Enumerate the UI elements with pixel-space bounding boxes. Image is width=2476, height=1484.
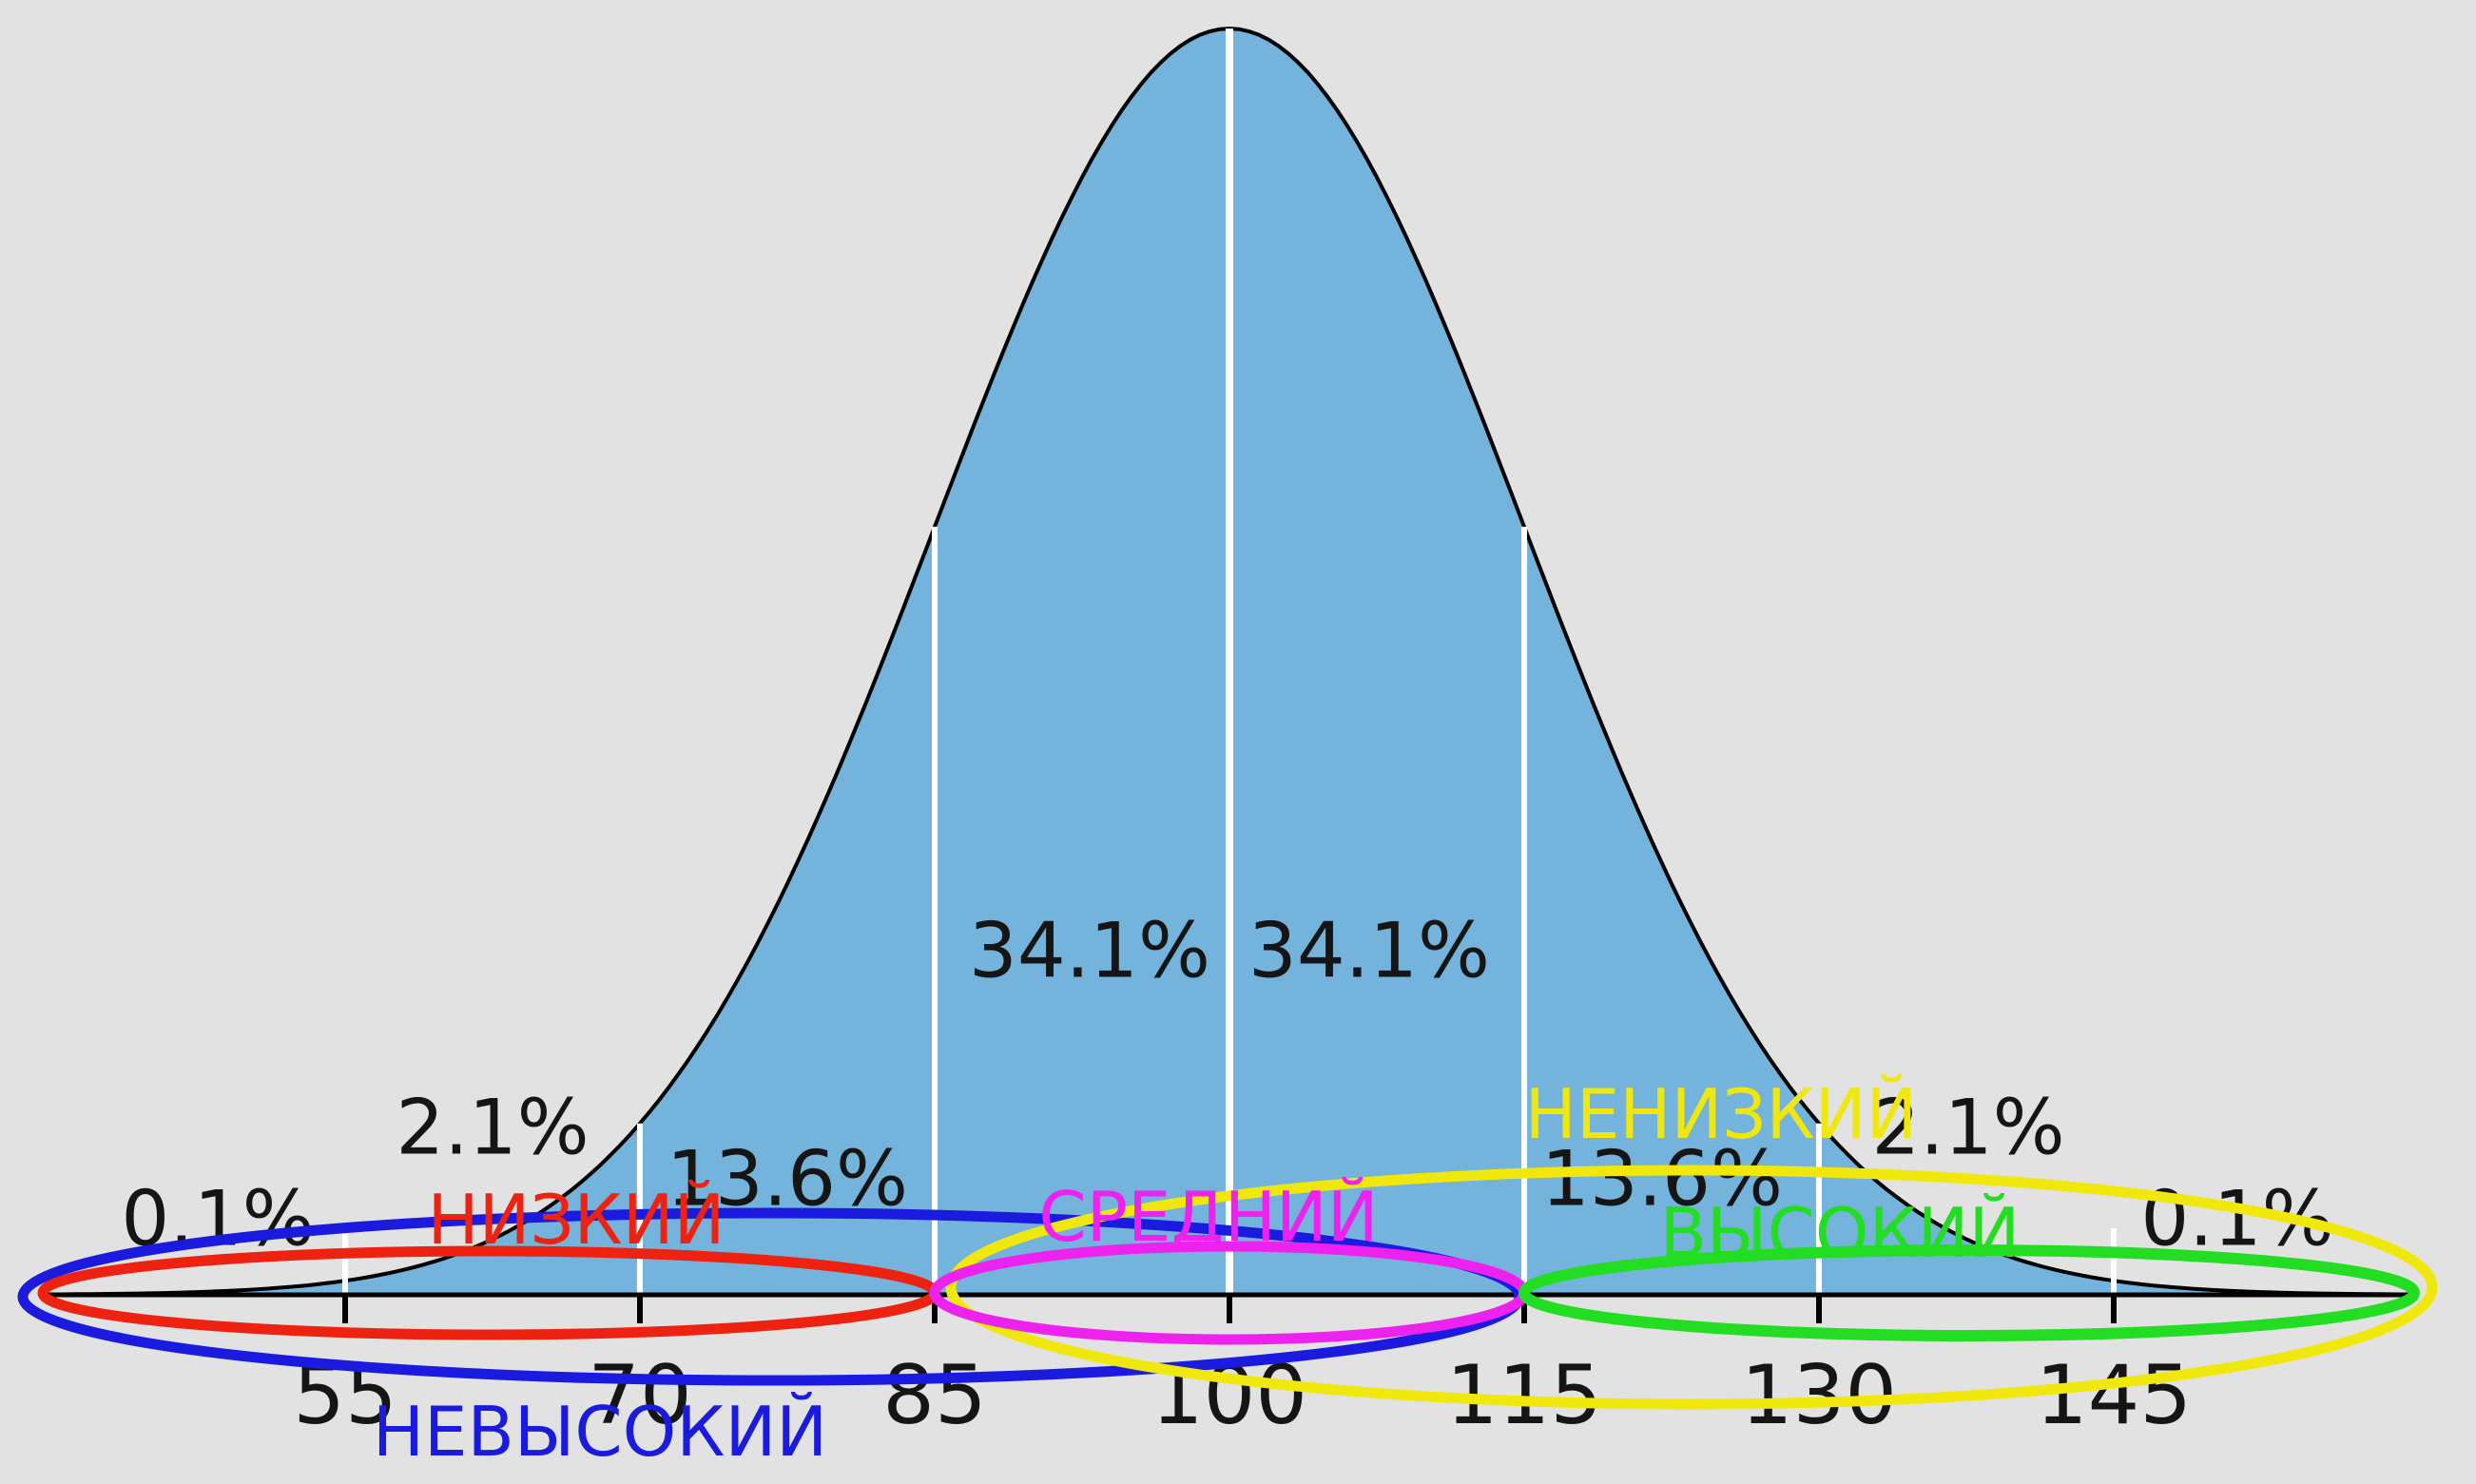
- category-label: СРЕДНИЙ: [1038, 1177, 1378, 1257]
- percent-label: 13.6%: [1541, 1135, 1783, 1224]
- percent-label: 2.1%: [396, 1084, 589, 1172]
- category-label: НИЗКИЙ: [428, 1180, 725, 1260]
- sd-divider-lines: [342, 29, 2117, 1293]
- category-label: ВЫСОКИЙ: [1660, 1193, 2021, 1273]
- category-label: НЕНИЗКИЙ: [1525, 1074, 1918, 1154]
- category-ellipses: [17, 1165, 2438, 1410]
- category-labels: НЕВЫСОКИЙ НЕНИЗКИЙ НИЗКИЙ СРЕДНИЙ ВЫСОКИЙ: [373, 1074, 2021, 1472]
- tick-label-85: 85: [882, 1348, 986, 1443]
- percent-label: 34.1%: [969, 907, 1210, 995]
- category-ellipse: [1518, 1244, 2420, 1341]
- percent-labels: 0.1%2.1%13.6%34.1% 34.1%13.6%2.1%0.1%: [121, 907, 2333, 1263]
- category-ellipse: [945, 1165, 2438, 1410]
- percent-label: 34.1%: [1248, 907, 1490, 995]
- category-label: НЕВЫСОКИЙ: [373, 1392, 827, 1472]
- percent-label: 2.1%: [1871, 1084, 2064, 1172]
- tick-label-145: 145: [2036, 1348, 2192, 1443]
- tick-label-70: 70: [588, 1348, 691, 1443]
